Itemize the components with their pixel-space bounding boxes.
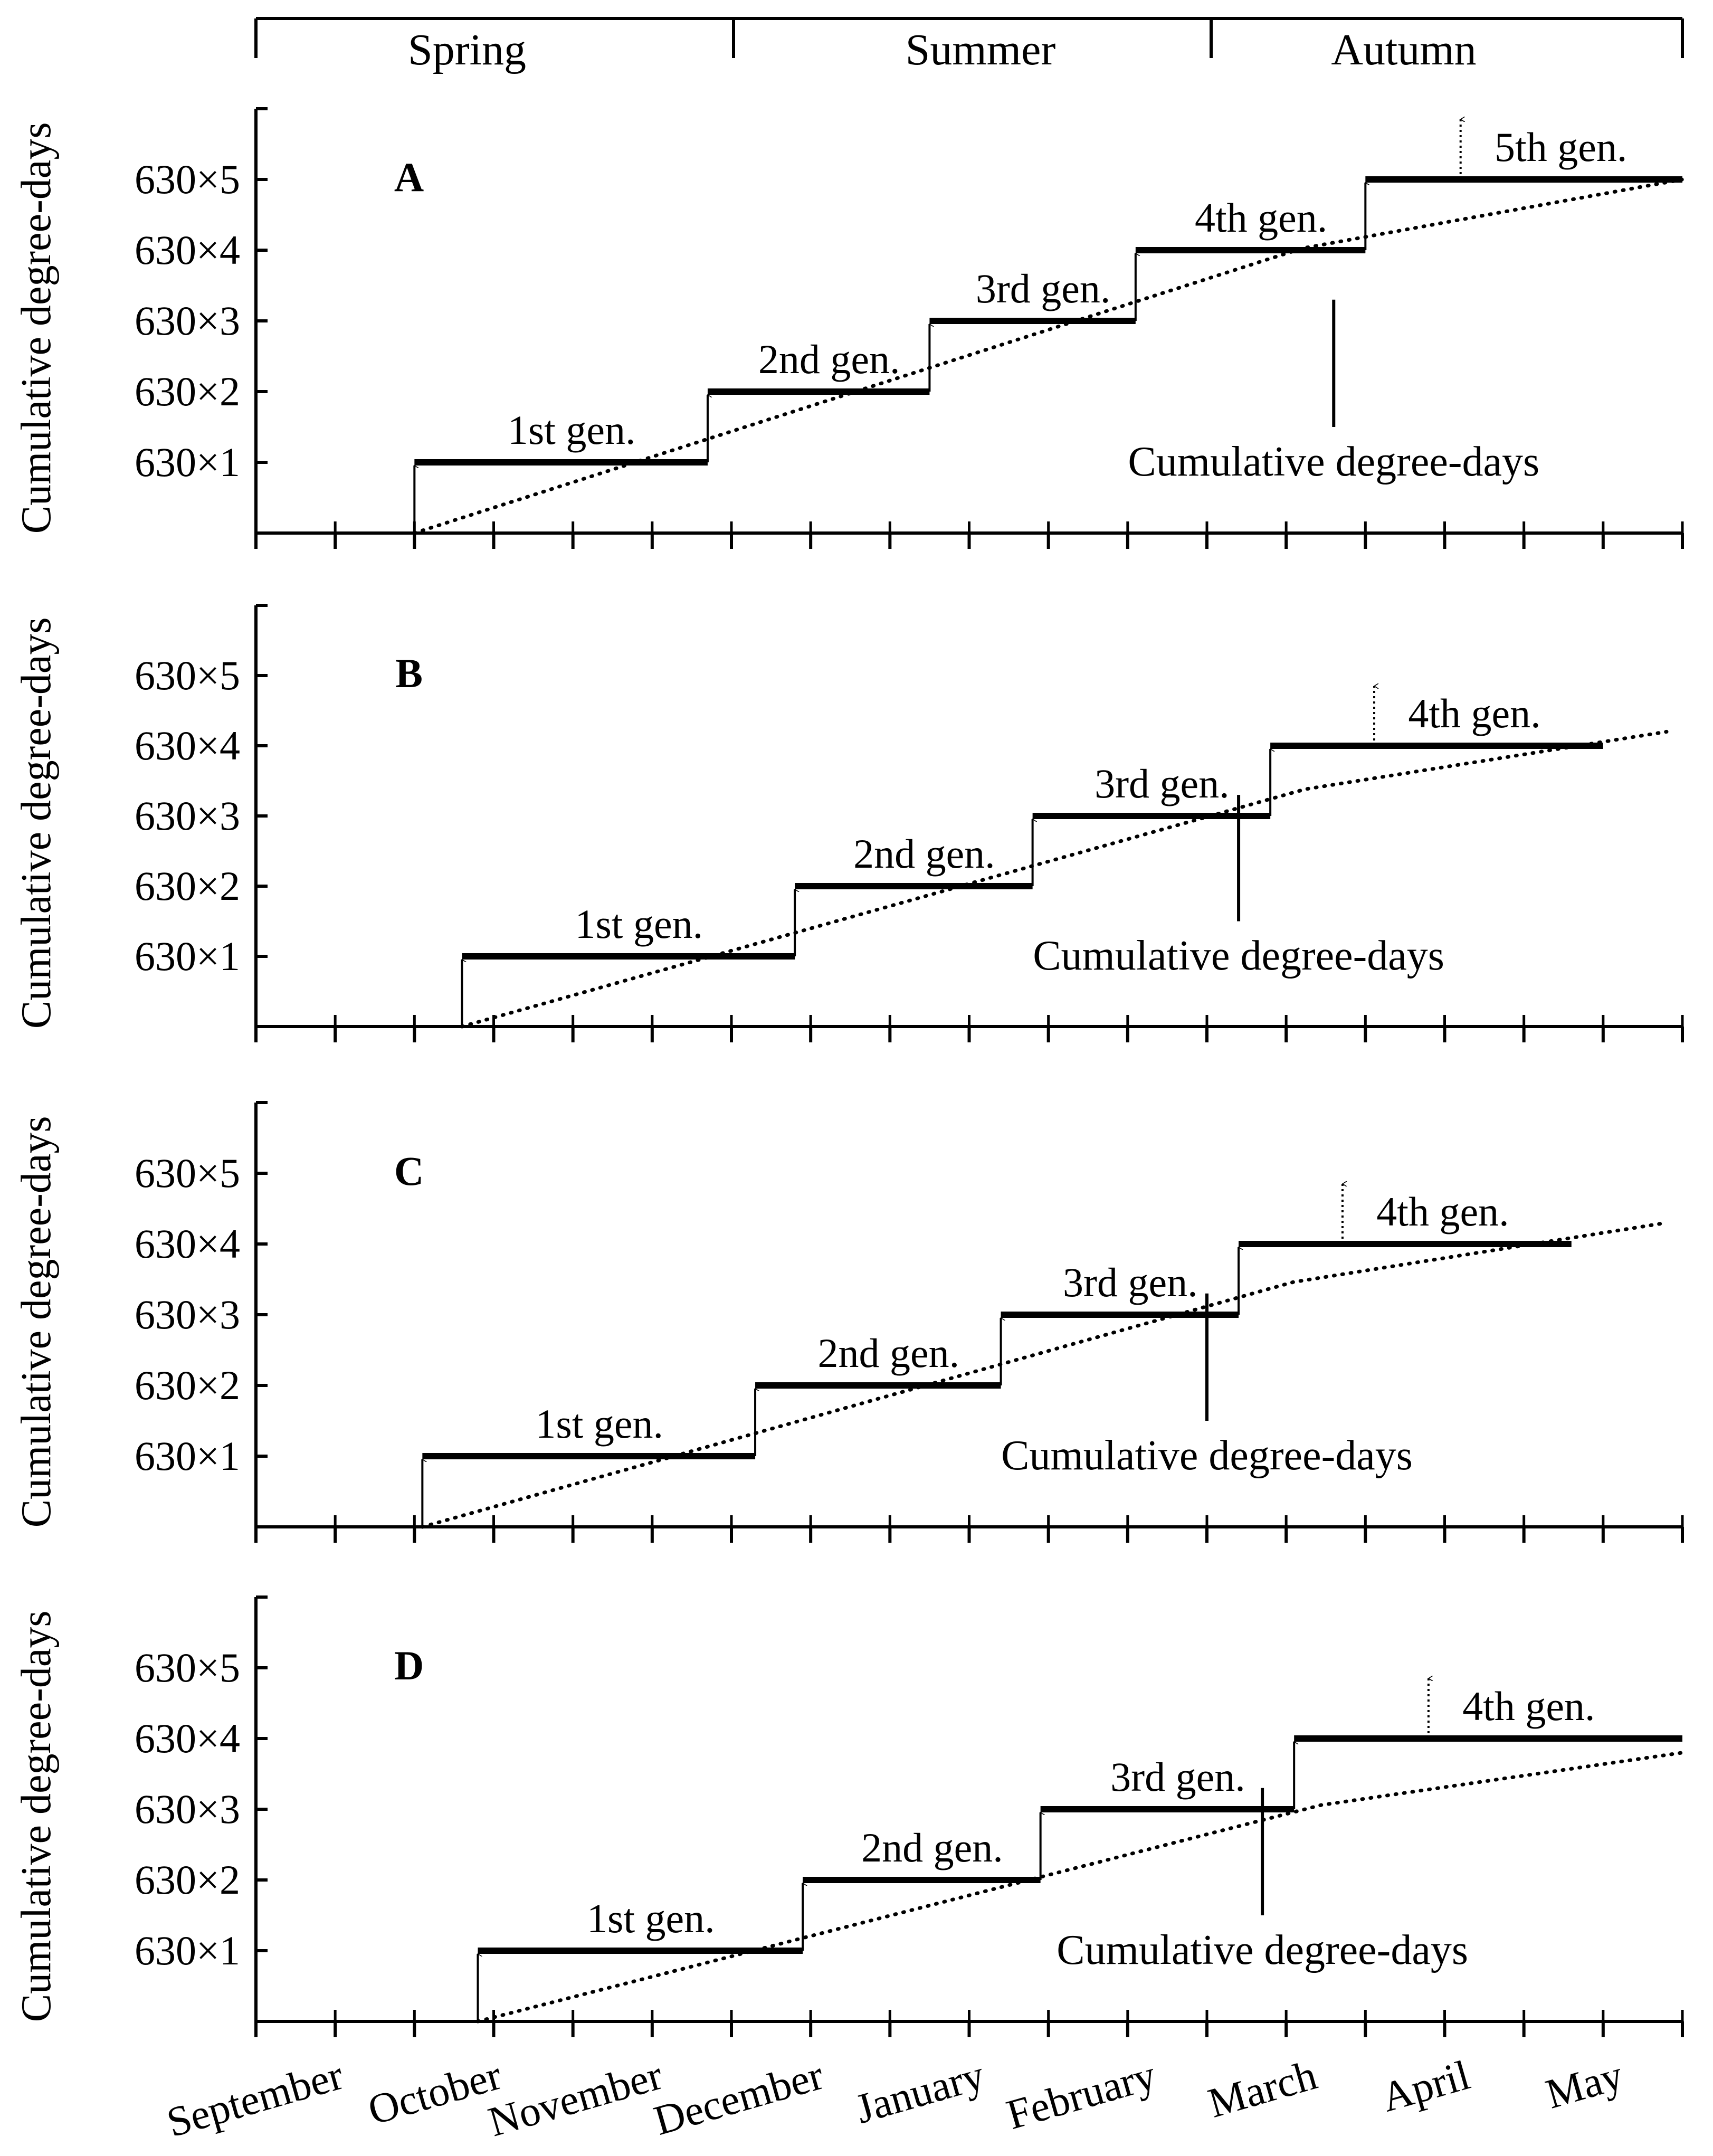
generation-label: 4th gen. [1408,690,1540,736]
y-axis-label: Cumulative degree-days [13,1116,60,1528]
generation-label: 2nd gen. [758,336,900,382]
y-tick-label: 630×3 [135,1291,240,1337]
panels: 630×1 630×2 630×3 630×4 630×5 Cumulative degr… [13,107,1685,2037]
y-tick-label: 630×3 [135,793,240,839]
y-tick-label: 630×5 [135,156,240,202]
generation-label: 3rd gen. [1095,761,1230,806]
panel-letter: B [395,650,423,696]
generation-label: 2nd gen. [817,1330,959,1376]
y-tick-label: 630×4 [135,1715,240,1761]
month-label-february: February [1002,2052,1161,2139]
y-tick-label: 630×2 [135,863,240,909]
y-axis-label: Cumulative degree-days [13,1611,60,2022]
degree-day-curve [460,729,1669,1029]
panel-a: 630×1 630×2 630×3 630×4 630×5 Cumulative degr… [13,107,1685,549]
panel-c: 630×1 630×2 630×3 630×4 630×5 Cumulative degr… [13,1101,1684,1543]
curve-label: Cumulative degree-days [1001,1432,1413,1479]
month-label-november: November [483,2052,668,2146]
panel-b: 630×1 630×2 630×3 630×4 630×5 Cumulative degr… [13,604,1684,1042]
y-tick-label: 630×2 [135,1362,240,1408]
season-header: Spring Summer Autumn [254,17,1684,74]
curve-label: Cumulative degree-days [1128,439,1539,485]
generation-label: 1st gen. [535,1401,663,1447]
panel-d: 630×1 630×2 630×3 630×4 630×5 Cumulative degr… [13,1595,1685,2037]
month-label-may: May [1541,2052,1628,2118]
y-axis-label: Cumulative degree-days [13,617,60,1029]
y-tick-label: 630×1 [135,1927,240,1973]
y-tick-label: 630×1 [135,1433,240,1479]
generation-label: 2nd gen. [861,1825,1003,1870]
y-tick-label: 630×4 [135,227,240,273]
month-label-december: December [649,2052,829,2144]
y-tick-label: 630×1 [135,933,240,979]
month-label-october: October [363,2052,507,2134]
generation-label: 1st gen. [508,407,636,453]
x-axis-month-labels: September October November December Janu… [162,2052,1628,2146]
generation-label: 4th gen. [1195,195,1327,241]
generation-label: 4th gen. [1376,1189,1509,1234]
generation-label: 5th gen. [1495,124,1627,170]
curve-label: Cumulative degree-days [1057,1927,1468,1973]
generation-label: 1st gen. [587,1895,715,1941]
y-axis-label: Cumulative degree-days [13,122,60,534]
season-autumn: Autumn [1331,25,1476,74]
panel-letter: A [394,154,424,200]
y-tick-label: 630×1 [135,439,240,485]
y-tick-label: 630×5 [135,1645,240,1690]
panel-letter: C [394,1148,424,1194]
season-spring: Spring [408,25,526,74]
y-tick-label: 630×3 [135,298,240,344]
degree-day-curve [420,1221,1669,1529]
generation-label: 3rd gen. [976,265,1111,311]
y-tick-label: 630×2 [135,368,240,414]
curve-label: Cumulative degree-days [1033,933,1444,979]
generation-label: 1st gen. [575,901,703,947]
month-label-september: September [162,2052,348,2146]
y-tick-label: 630×2 [135,1857,240,1903]
generation-label: 3rd gen. [1063,1259,1198,1305]
panel-letter: D [394,1642,424,1688]
generation-label: 4th gen. [1462,1683,1595,1729]
degree-day-curve [476,1751,1685,2024]
month-label-january: January [851,2052,989,2133]
y-tick-label: 630×4 [135,723,240,768]
y-tick-label: 630×5 [135,1150,240,1196]
y-tick-label: 630×3 [135,1786,240,1832]
y-tick-label: 630×4 [135,1221,240,1267]
month-label-march: March [1203,2052,1322,2127]
generation-label: 3rd gen. [1110,1754,1245,1800]
season-summer: Summer [906,25,1056,74]
month-label-april: April [1376,2052,1475,2121]
generation-label: 2nd gen. [853,831,995,877]
y-tick-label: 630×5 [135,652,240,698]
